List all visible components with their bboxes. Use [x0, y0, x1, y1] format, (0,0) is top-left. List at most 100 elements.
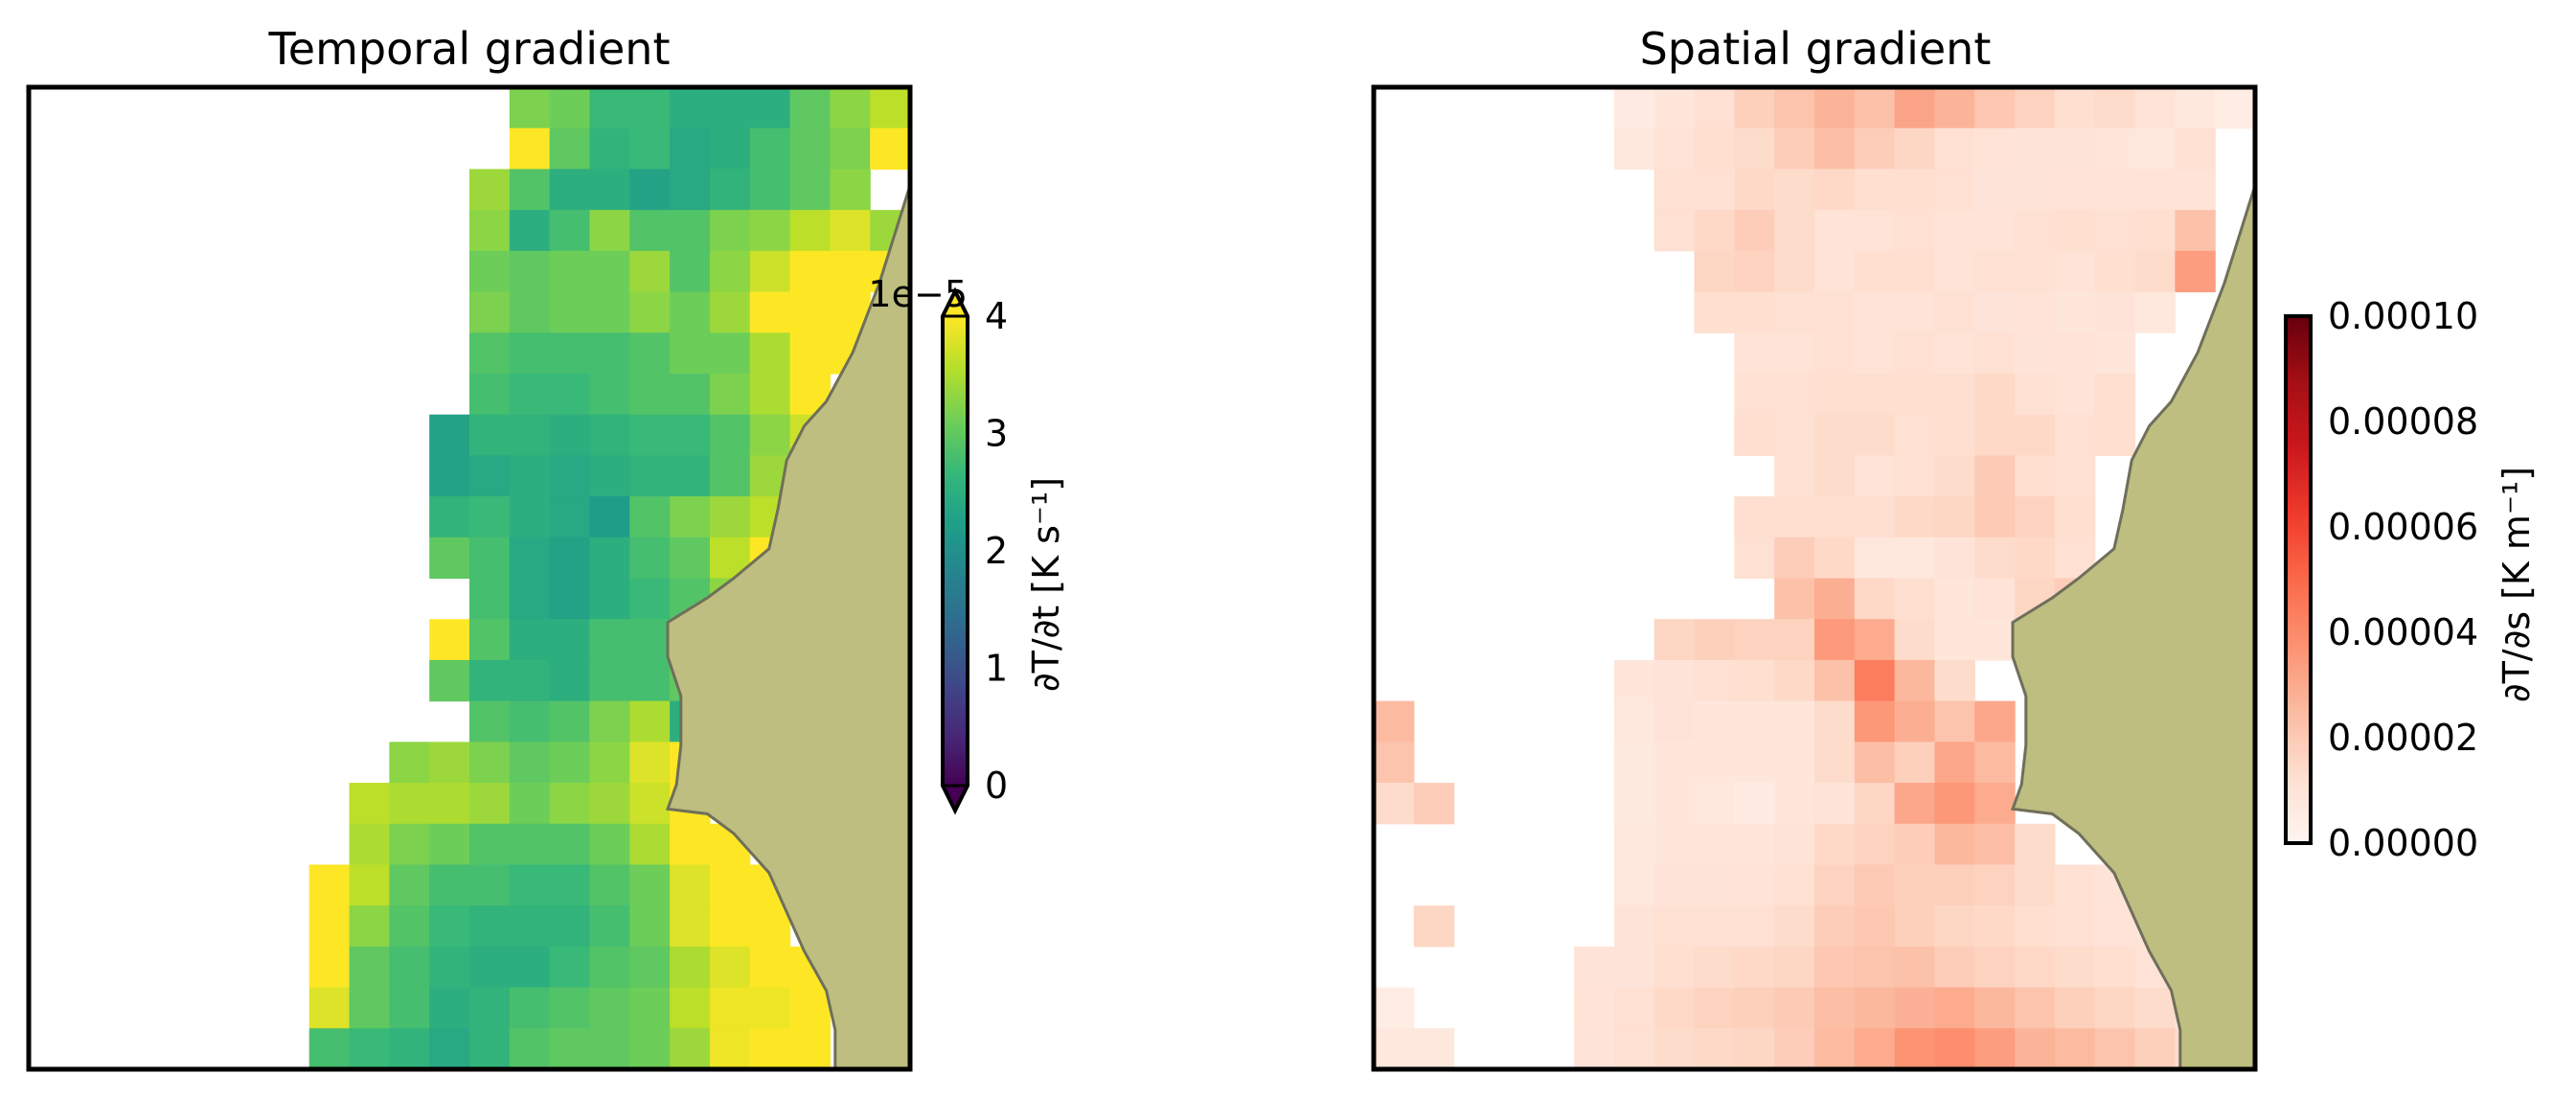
heatmap-cell — [1653, 946, 1696, 989]
heatmap-cell — [509, 783, 551, 825]
heatmap-cell — [1854, 291, 1896, 333]
heatmap-cell — [1774, 250, 1815, 293]
heatmap-cell — [629, 946, 671, 989]
heatmap-cell — [1694, 905, 1735, 948]
colorbar-segment — [2286, 716, 2311, 721]
heatmap-cell — [509, 946, 551, 989]
colorbar-segment — [2286, 403, 2311, 410]
heatmap-cell — [2054, 373, 2096, 416]
colorbar-segment — [943, 378, 968, 384]
heatmap-cell — [389, 987, 430, 1029]
heatmap-cell — [2134, 291, 2176, 333]
temporal-heatmap-cells — [308, 87, 911, 1070]
colorbar-segment — [2286, 675, 2311, 682]
colorbar-segment — [2286, 746, 2311, 752]
heatmap-cell — [2175, 87, 2216, 129]
colorbar-segment — [2286, 456, 2311, 463]
heatmap-cell — [469, 210, 511, 252]
colorbar-segment — [943, 422, 968, 427]
heatmap-cell — [749, 414, 791, 456]
heatmap-cell — [1613, 127, 1655, 171]
colorbar-segment — [2286, 377, 2311, 383]
colorbar-segment — [2286, 636, 2311, 642]
heatmap-cell — [1374, 987, 1415, 1029]
heatmap-cell — [629, 578, 671, 620]
heatmap-cell — [1734, 414, 1775, 456]
heatmap-cell — [349, 987, 390, 1029]
heatmap-cell — [509, 864, 551, 906]
colorbar-segment — [943, 660, 968, 666]
heatmap-cell — [509, 905, 551, 948]
heatmap-cell — [1774, 905, 1815, 948]
heatmap-cell — [1854, 619, 1896, 661]
heatmap-cell — [549, 455, 591, 497]
heatmap-cell — [389, 783, 430, 825]
heatmap-cell — [1653, 87, 1696, 129]
colorbar-segment — [2286, 588, 2311, 594]
heatmap-cell — [469, 1028, 511, 1070]
colorbar-segment — [943, 613, 968, 619]
heatmap-cell — [1974, 87, 2016, 129]
heatmap-cell — [1974, 700, 2016, 743]
heatmap-cell — [1854, 127, 1896, 171]
heatmap-cell — [469, 414, 511, 456]
heatmap-cell — [469, 946, 511, 989]
heatmap-cell — [670, 210, 711, 252]
colorbar-segment — [943, 559, 968, 564]
heatmap-cell — [549, 619, 591, 661]
colorbar-segment — [2286, 422, 2311, 427]
colorbar-tick-label: 3 — [985, 413, 1008, 455]
heatmap-cell — [509, 291, 551, 333]
heatmap-cell — [629, 332, 671, 375]
colorbar-segment — [2286, 592, 2311, 599]
heatmap-cell — [2015, 332, 2056, 375]
heatmap-cell — [1774, 87, 1815, 129]
colorbar-segment — [943, 324, 968, 330]
heatmap-cell — [589, 905, 630, 948]
heatmap-cell — [1574, 946, 1615, 989]
heatmap-cell — [629, 210, 671, 252]
heatmap-cell — [1374, 742, 1415, 784]
heatmap-cell — [1894, 823, 1936, 866]
heatmap-cell — [1374, 1028, 1415, 1070]
heatmap-cell — [429, 496, 470, 538]
heatmap-cell — [2094, 169, 2136, 211]
heatmap-cell — [1894, 291, 1936, 333]
colorbar-segment — [2286, 601, 2311, 607]
heatmap-cell — [629, 864, 671, 906]
colorbar-segment — [2286, 830, 2311, 835]
heatmap-cell — [1814, 700, 1856, 743]
heatmap-cell — [469, 619, 511, 661]
colorbar-segment — [943, 617, 968, 623]
heatmap-cell — [709, 250, 751, 293]
heatmap-cell — [629, 537, 671, 580]
heatmap-cell — [1574, 1028, 1615, 1070]
colorbar-segment — [943, 488, 968, 493]
colorbar-segment — [943, 499, 968, 505]
heatmap-cell — [1734, 700, 1775, 743]
colorbar-segment — [2286, 750, 2311, 757]
colorbar-segment — [943, 472, 968, 478]
colorbar-segment — [943, 750, 968, 756]
heatmap-cell — [589, 496, 630, 538]
heatmap-cell — [1613, 905, 1655, 948]
heatmap-cell — [830, 210, 871, 252]
heatmap-cell — [1974, 864, 2016, 906]
colorbar-segment — [2286, 548, 2311, 555]
heatmap-cell — [1974, 742, 2016, 784]
colorbar-segment — [2286, 390, 2311, 397]
colorbar-segment — [2286, 514, 2311, 519]
heatmap-cell — [1814, 496, 1856, 538]
heatmap-cell — [1613, 864, 1655, 906]
heatmap-cell — [1613, 87, 1655, 129]
colorbar-segment — [943, 531, 968, 537]
colorbar-segment — [2286, 509, 2311, 515]
colorbar-segment — [2286, 517, 2311, 524]
heatmap-cell — [469, 700, 511, 743]
colorbar-segment — [943, 551, 968, 556]
heatmap-cell — [469, 332, 511, 375]
colorbar-segment — [943, 354, 968, 360]
heatmap-cell — [1694, 291, 1735, 333]
colorbar-segment — [943, 726, 968, 732]
colorbar-segment — [2286, 583, 2311, 589]
